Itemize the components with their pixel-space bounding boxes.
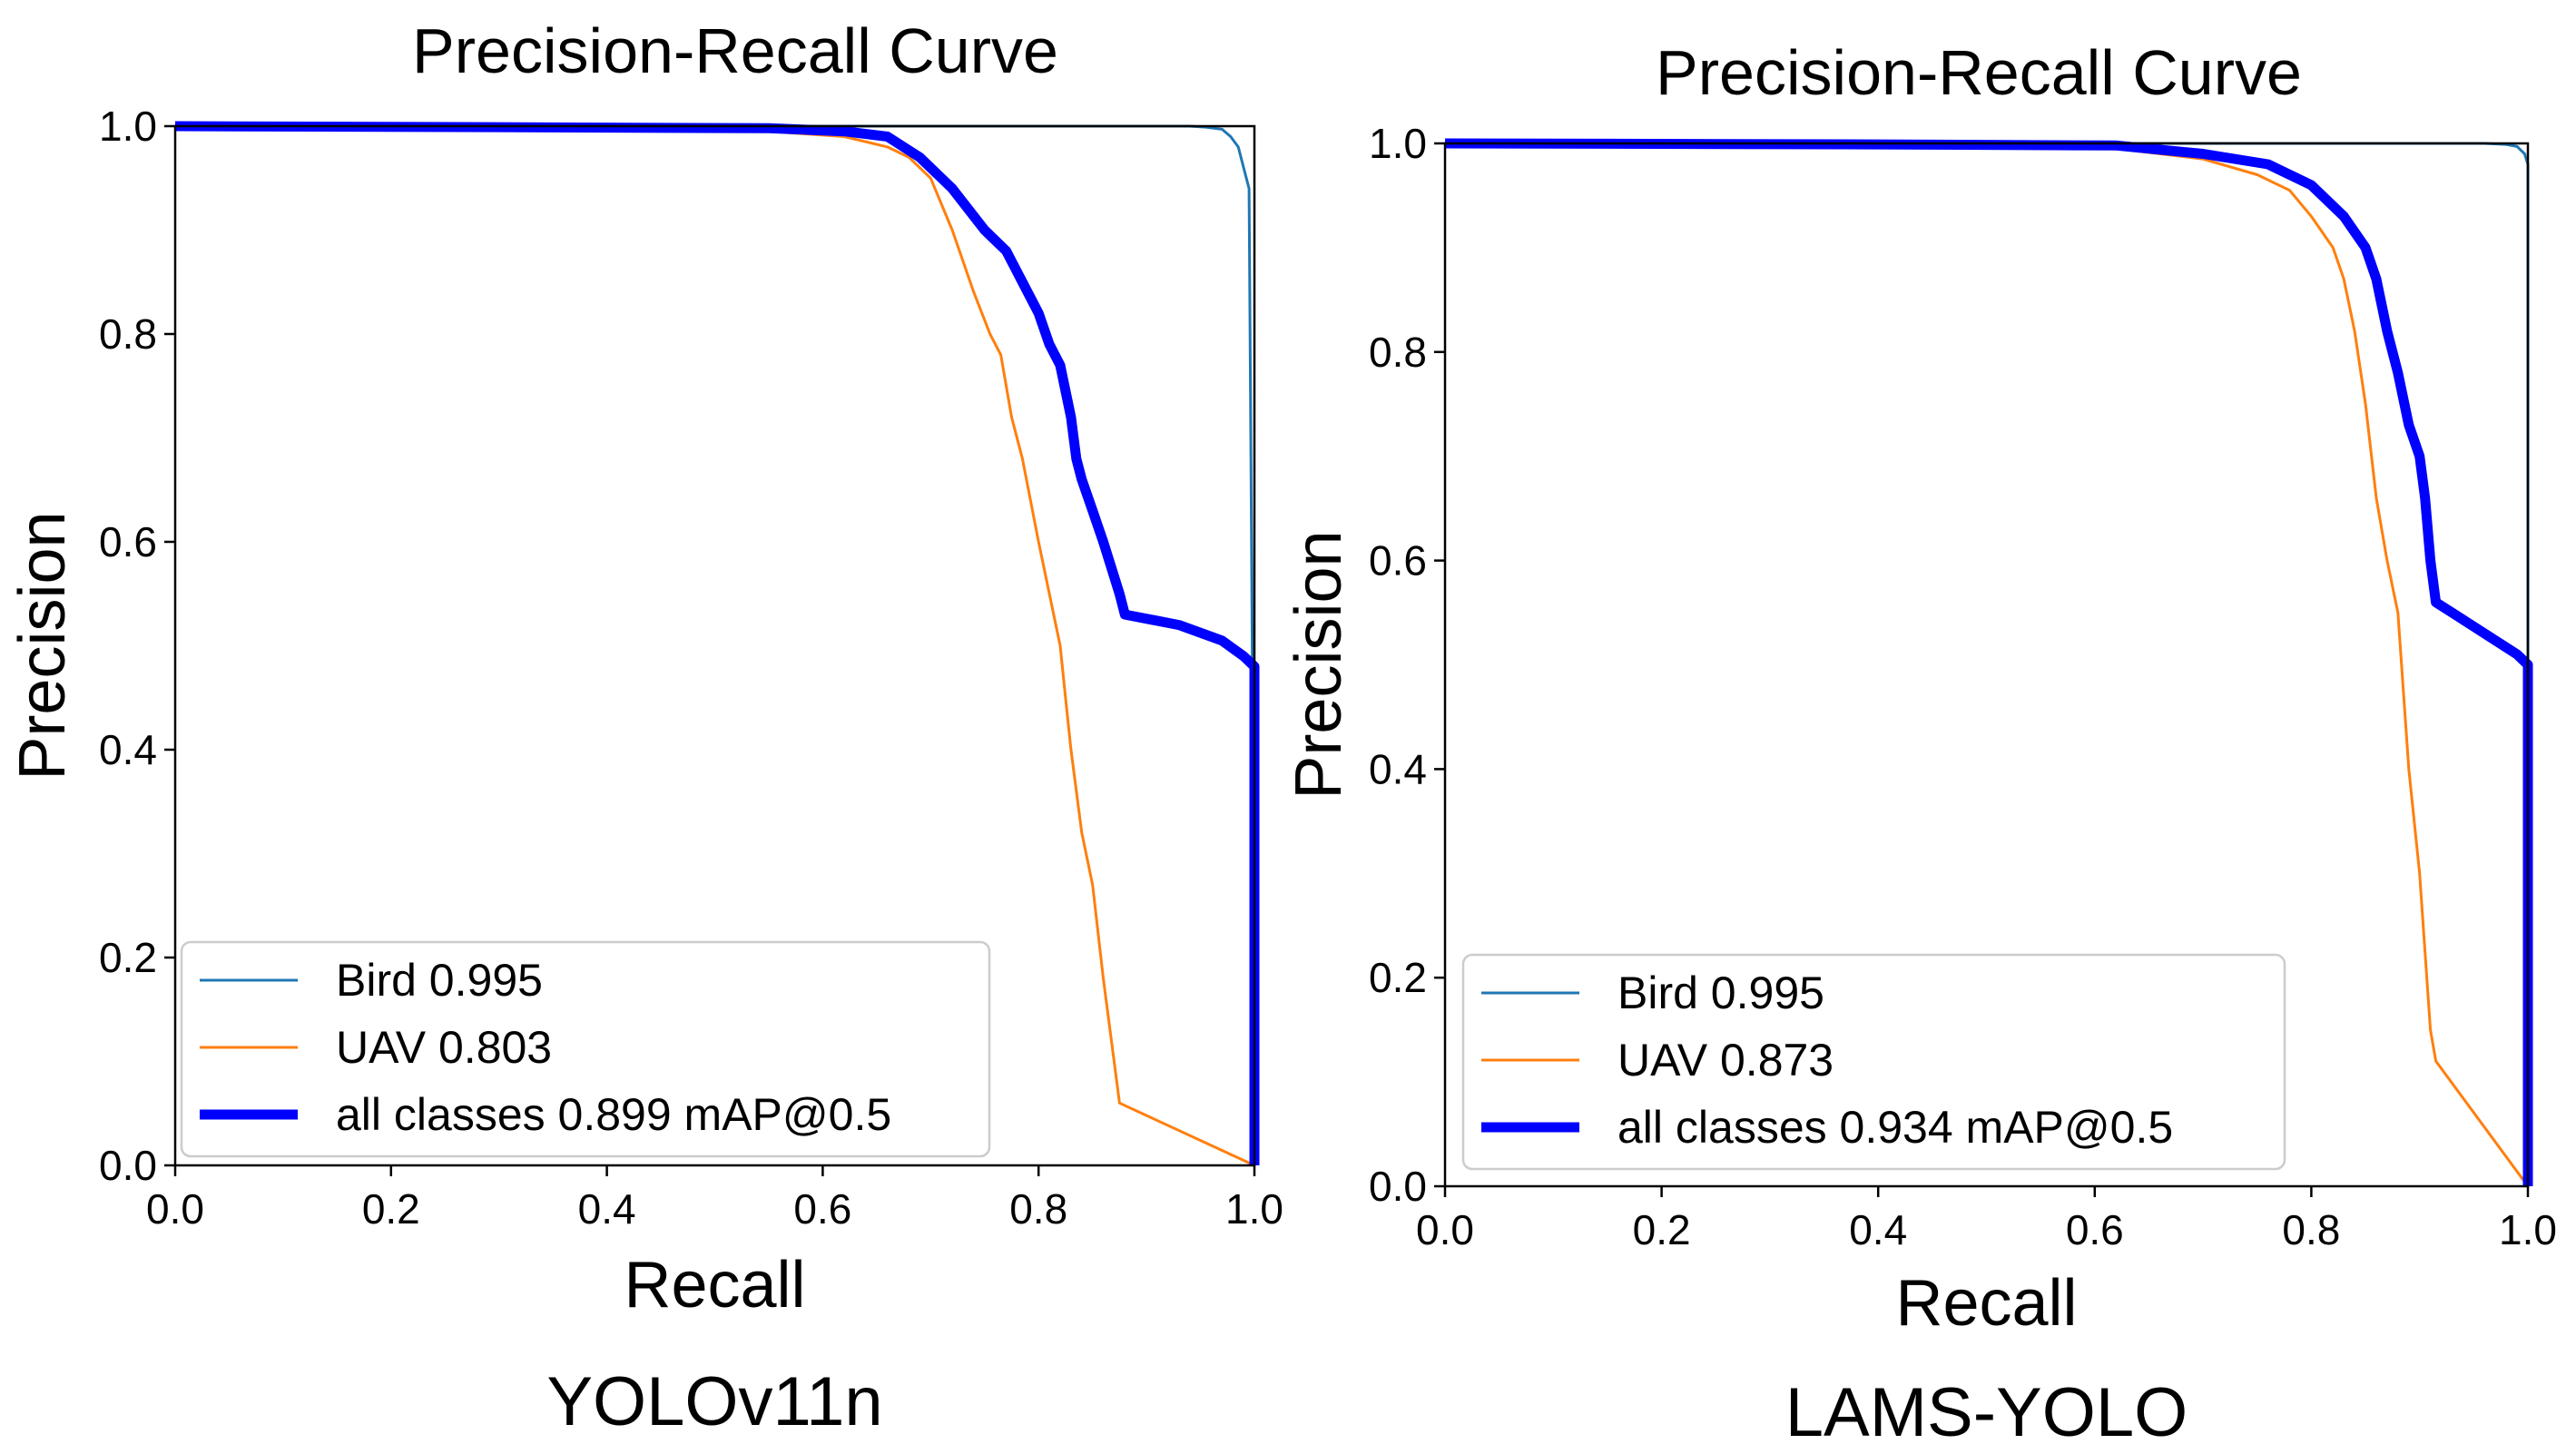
y-tick-label: 0.8 bbox=[99, 310, 157, 358]
y-tick-label: 0.2 bbox=[99, 934, 157, 981]
legend-label: all classes 0.899 mAP@0.5 bbox=[336, 1089, 891, 1140]
x-tick-label: 0.8 bbox=[1009, 1185, 1067, 1233]
x-tick-label: 0.0 bbox=[146, 1185, 204, 1233]
series-line-all-classes bbox=[174, 121, 1260, 1165]
legend-label: Bird 0.995 bbox=[336, 955, 543, 1006]
y-axis-label: Precision bbox=[1283, 530, 1355, 799]
x-tick-label: 0.0 bbox=[1416, 1206, 1474, 1253]
legend: Bird 0.995 UAV 0.803 all classes 0.899 mAP… bbox=[180, 940, 991, 1158]
axes-frame bbox=[1443, 142, 2530, 1188]
series-line-all-classes bbox=[1444, 138, 2533, 1186]
x-tick-label: 1.0 bbox=[1225, 1185, 1283, 1233]
y-tick-label: 0.8 bbox=[1369, 329, 1427, 376]
legend-label: all classes 0.934 mAP@0.5 bbox=[1617, 1102, 2173, 1153]
y-tick-label: 0.6 bbox=[1369, 537, 1427, 585]
x-tick-label: 1.0 bbox=[2499, 1206, 2557, 1253]
y-tick-label: 1.0 bbox=[99, 103, 157, 150]
x-tick-label: 0.6 bbox=[793, 1185, 851, 1233]
y-tick-label: 0.6 bbox=[99, 518, 157, 565]
chart-caption: LAMS-YOLO bbox=[1785, 1374, 2188, 1451]
y-tick-label: 0.2 bbox=[1369, 954, 1427, 1001]
chart-title: Precision-Recall Curve bbox=[1656, 37, 2302, 108]
legend-box bbox=[180, 940, 991, 1158]
x-tick-label: 0.2 bbox=[362, 1185, 420, 1233]
y-tick-label: 0.4 bbox=[1369, 745, 1427, 792]
legend-label: UAV 0.873 bbox=[1617, 1035, 1834, 1086]
legend-label: UAV 0.803 bbox=[336, 1022, 552, 1073]
axes-frame bbox=[173, 124, 1256, 1167]
y-tick-label: 1.0 bbox=[1369, 120, 1427, 167]
y-tick-label: 0.0 bbox=[1369, 1163, 1427, 1210]
chart-yolov11n: 0.0 0.2 0.4 0.6 0.8 1.0 0.0 0.2 0.4 0.6 0.8 1.0 Prec… bbox=[6, 15, 1283, 1440]
x-tick-label: 0.6 bbox=[2066, 1206, 2124, 1253]
chart-title: Precision-Recall Curve bbox=[412, 15, 1058, 86]
series-line-uav bbox=[1444, 142, 2530, 1187]
series-line-uav bbox=[174, 124, 1255, 1167]
x-axis-label: Recall bbox=[1895, 1267, 2077, 1340]
x-tick-label: 0.4 bbox=[1849, 1206, 1907, 1253]
x-tick-label: 0.2 bbox=[1633, 1206, 1691, 1253]
legend: Bird 0.995 UAV 0.873 all classes 0.934 mAP… bbox=[1461, 953, 2286, 1171]
x-axis-label: Recall bbox=[624, 1249, 805, 1321]
y-tick-label: 0.4 bbox=[99, 726, 157, 773]
chart-caption: YOLOv11n bbox=[546, 1363, 882, 1440]
legend-label: Bird 0.995 bbox=[1617, 968, 1824, 1018]
chart-lams-yolo: 0.0 0.2 0.4 0.6 0.8 1.0 0.0 0.2 0.4 0.6 0.8 1.0 Prec… bbox=[1283, 37, 2557, 1451]
x-tick-label: 0.4 bbox=[578, 1185, 636, 1233]
x-tick-label: 0.8 bbox=[2282, 1206, 2340, 1253]
y-axis-label: Precision bbox=[6, 511, 79, 780]
y-tick-label: 0.0 bbox=[99, 1142, 157, 1189]
legend-box bbox=[1461, 953, 2286, 1171]
